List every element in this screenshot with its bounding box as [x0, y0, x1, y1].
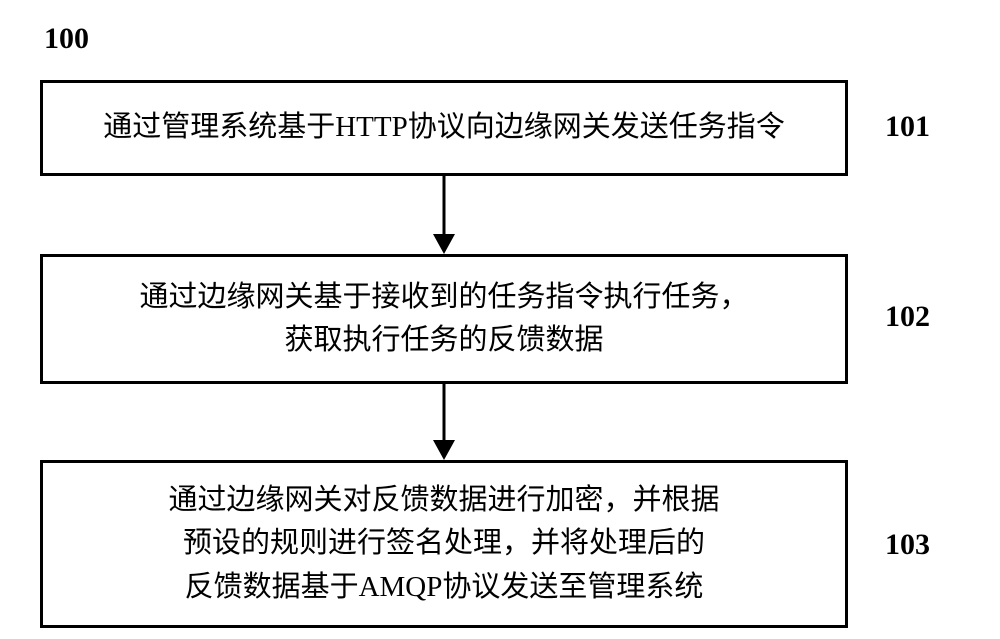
step-102-line1: 通过边缘网关基于接收到的任务指令执行任务，	[139, 276, 748, 320]
figure-number-label: 100	[44, 22, 89, 56]
step-number-102: 102	[885, 300, 930, 334]
step-number-103: 103	[885, 528, 930, 562]
step-box-101: 通过管理系统基于HTTP协议向边缘网关发送任务指令	[40, 80, 848, 176]
arrow-101-to-102	[433, 176, 455, 254]
step-103-line3: 反馈数据基于AMQP协议发送至管理系统	[168, 566, 719, 610]
step-103-line2: 预设的规则进行签名处理，并将处理后的	[168, 522, 719, 566]
step-number-101: 101	[885, 110, 930, 144]
arrow-102-to-103	[433, 384, 455, 460]
flowchart-canvas: 100 通过管理系统基于HTTP协议向边缘网关发送任务指令 101 通过边缘网关…	[0, 0, 1000, 639]
step-box-103: 通过边缘网关对反馈数据进行加密，并根据 预设的规则进行签名处理，并将处理后的 反…	[40, 460, 848, 628]
step-box-102: 通过边缘网关基于接收到的任务指令执行任务， 获取执行任务的反馈数据	[40, 254, 848, 384]
step-101-text: 通过管理系统基于HTTP协议向边缘网关发送任务指令	[103, 106, 785, 150]
step-102-line2: 获取执行任务的反馈数据	[139, 319, 748, 363]
step-103-line1: 通过边缘网关对反馈数据进行加密，并根据	[168, 479, 719, 523]
